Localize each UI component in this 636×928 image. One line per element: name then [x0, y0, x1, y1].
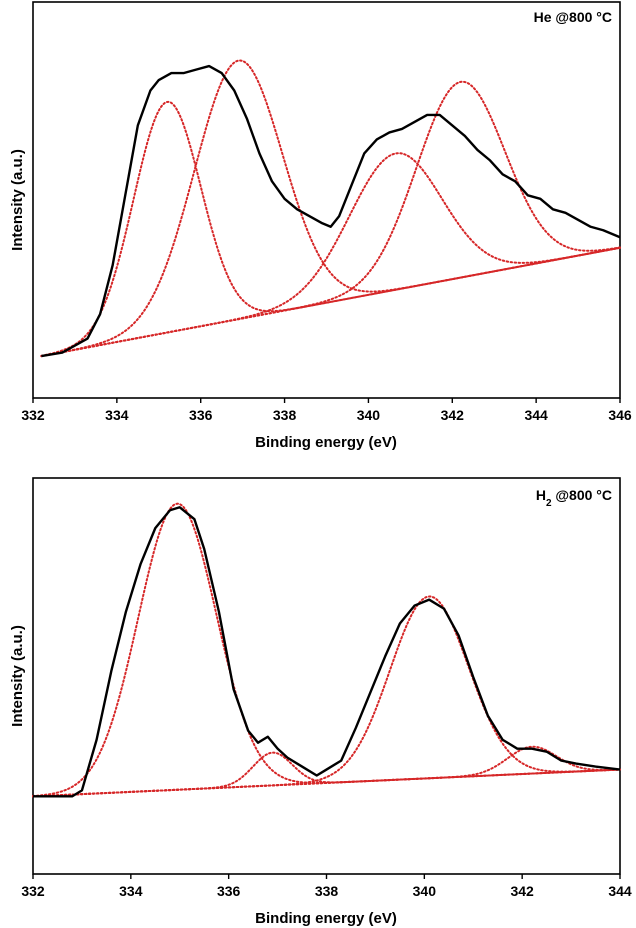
he-x-tick-label: 332	[21, 407, 45, 423]
he-fit-component-4	[40, 80, 621, 358]
he-x-axis-label: Binding energy (eV)	[255, 434, 397, 451]
h2-y-axis-label: Intensity (a.u.)	[9, 625, 26, 727]
he-x-tick-label: 344	[524, 407, 548, 423]
he-x-tick-label: 334	[105, 407, 129, 423]
h2-x-axis-label: Binding energy (eV)	[255, 910, 397, 927]
he-x-tick-label: 340	[357, 407, 381, 423]
h2-x-tick-label: 342	[510, 883, 534, 899]
h2-x-tick-label: 340	[413, 883, 437, 899]
he-panel: 332 334 336 338 340 342 344 346 He @800 °C Bind…	[9, 1, 632, 451]
he-x-ticks: 332 334 336 338 340 342 344 346	[21, 398, 632, 423]
h2-fit-component-1	[32, 502, 621, 798]
h2-panel: 332 334 336 338 340 342 344 H2 @800 °C Binding…	[9, 477, 632, 927]
h2-fit-component-4	[32, 745, 621, 798]
he-y-axis-label: Intensity (a.u.)	[9, 149, 26, 251]
h2-fit-component-2	[32, 751, 621, 798]
he-x-tick-label: 336	[189, 407, 213, 423]
he-x-tick-label: 346	[608, 407, 632, 423]
h2-x-tick-label: 332	[21, 883, 45, 899]
h2-x-ticks: 332 334 336 338 340 342 344	[21, 874, 632, 899]
he-envelope-line	[41, 64, 621, 358]
h2-plot-marks	[32, 502, 621, 798]
h2-panel-label: H2 @800 °C	[536, 487, 612, 509]
h2-x-tick-label: 334	[119, 883, 143, 899]
he-fit-component-1	[40, 100, 621, 357]
h2-x-tick-label: 338	[315, 883, 339, 899]
he-plot-marks	[40, 59, 621, 358]
he-plot-frame	[32, 1, 621, 399]
he-x-tick-label: 342	[441, 407, 465, 423]
he-x-tick-label: 338	[273, 407, 297, 423]
he-panel-label: He @800 °C	[534, 9, 612, 25]
h2-x-tick-label: 344	[608, 883, 632, 899]
h2-plot-frame	[32, 477, 621, 875]
h2-x-tick-label: 336	[217, 883, 241, 899]
he-fit-component-2	[40, 59, 621, 358]
h2-envelope-line	[33, 506, 621, 798]
